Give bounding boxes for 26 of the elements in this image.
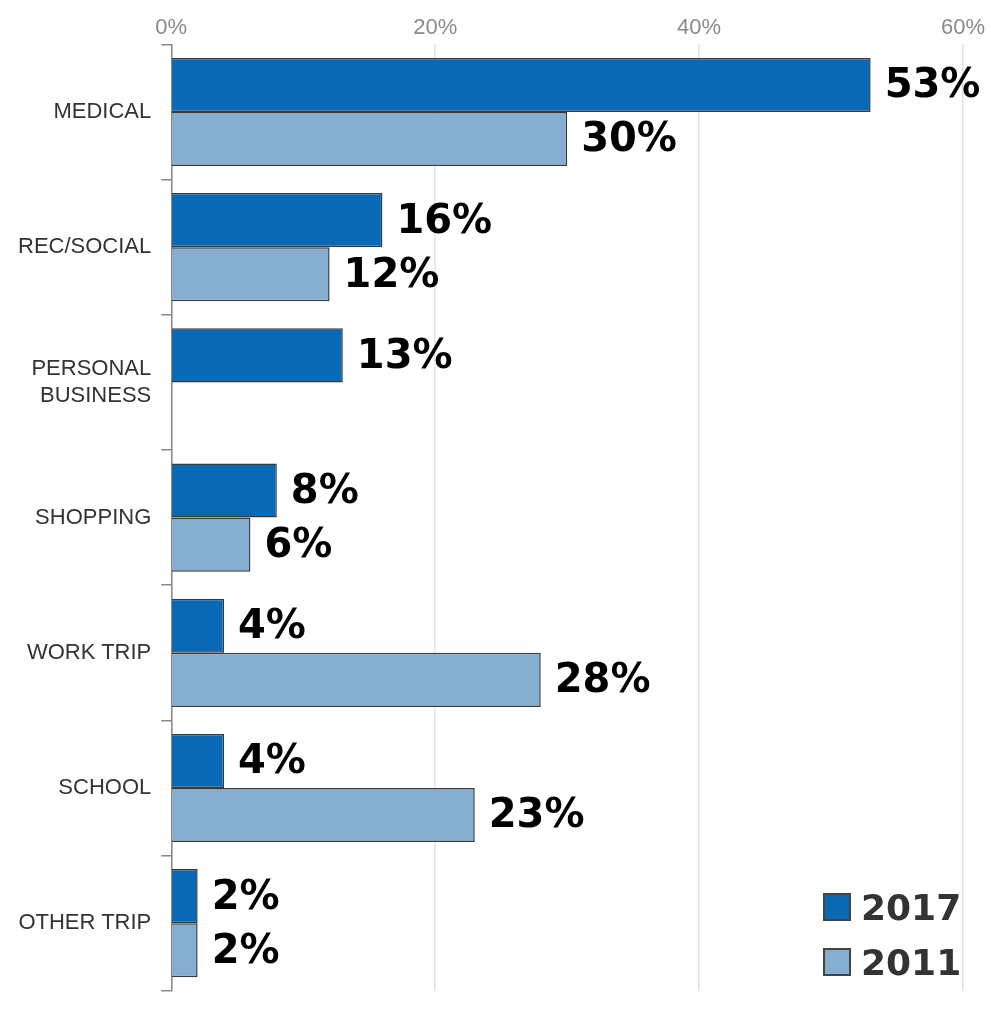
y-tick-label: WORK TRIP [26, 638, 152, 664]
x-tick-label: 0% [155, 14, 188, 40]
legend-label: 2017 [861, 886, 962, 928]
data-label: 28% [554, 655, 651, 702]
data-label: 2% [211, 871, 280, 918]
y-tick-label: SHOPPING [35, 503, 152, 529]
data-label: 2% [211, 925, 280, 972]
data-label: 53% [884, 60, 981, 107]
x-tick-label: 40% [677, 14, 722, 40]
y-tick-label: OTHER TRIP [18, 909, 152, 935]
data-label: 13% [356, 330, 453, 377]
data-label: 12% [343, 249, 440, 296]
data-label: 23% [488, 790, 585, 837]
x-tick-label: 20% [413, 14, 458, 40]
data-label: 16% [396, 195, 493, 242]
data-label: 30% [581, 114, 677, 161]
x-tick-label: 60% [940, 14, 986, 40]
y-tick-label: MEDICAL [53, 98, 152, 124]
data-label: 6% [264, 520, 333, 567]
y-tick-label: PERSONAL BUSINESS [31, 355, 152, 407]
data-label: 4% [238, 736, 306, 783]
data-label: 8% [290, 465, 359, 512]
legend-label: 2011 [861, 941, 962, 983]
y-tick-label: SCHOOL [58, 774, 152, 800]
data-label: 4% [238, 601, 306, 648]
y-tick-label: REC/SOCIAL [17, 233, 152, 259]
